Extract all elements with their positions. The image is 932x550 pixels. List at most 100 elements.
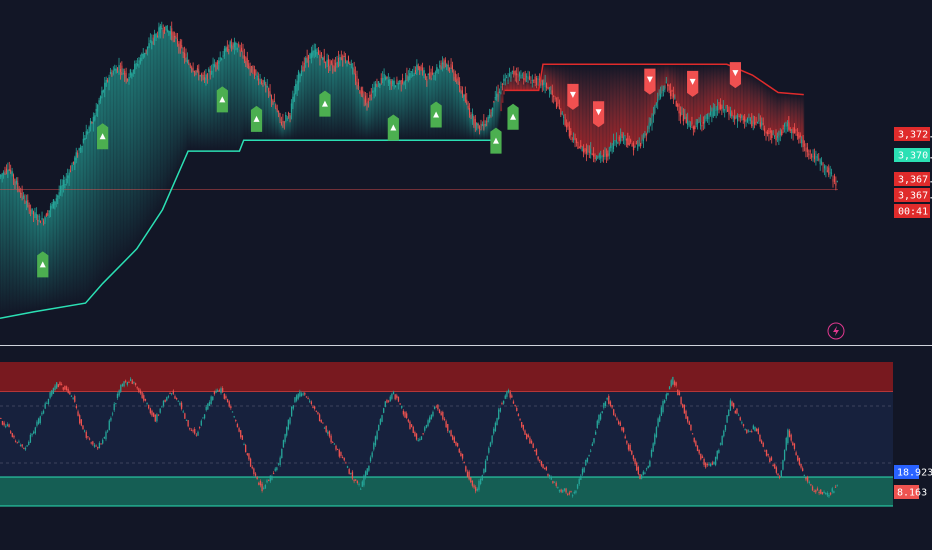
candle-body <box>24 199 26 204</box>
trailing-fill-segment <box>272 102 275 141</box>
candle-body <box>828 167 830 175</box>
candle-body <box>802 139 804 148</box>
candle-body <box>28 204 30 212</box>
candle-body <box>108 77 110 83</box>
candle-body <box>748 118 750 121</box>
trailing-fill-segment <box>108 77 111 278</box>
trailing-fill-segment <box>361 93 364 141</box>
trailing-fill-segment <box>8 169 11 317</box>
candle-body <box>655 103 657 106</box>
trailing-fill-segment <box>682 64 685 122</box>
trailing-fill-segment <box>353 72 356 141</box>
oscillator-axis-labels: 18.923 8.163 <box>894 465 932 499</box>
candle-body <box>223 48 225 56</box>
candle-body <box>386 76 388 78</box>
candle-body <box>725 106 727 109</box>
candle-body <box>577 148 579 150</box>
candle-body <box>494 96 496 98</box>
candle-body <box>346 61 348 63</box>
trailing-fill-segment <box>332 68 334 141</box>
candle-body <box>717 105 719 111</box>
candle-body <box>547 88 549 90</box>
trailing-fill-segment <box>547 64 550 90</box>
trailing-fill-segment <box>359 93 361 141</box>
candle-body <box>737 115 739 122</box>
trailing-fill-segment <box>280 124 283 141</box>
candle-body <box>347 56 349 63</box>
trailing-fill-segment <box>743 71 746 122</box>
candle-body <box>799 134 801 138</box>
trailing-fill-segment <box>581 64 584 148</box>
trailing-fill-segment <box>530 83 532 91</box>
candle-body <box>752 122 754 124</box>
trailing-fill-segment <box>297 71 300 141</box>
trailing-fill-segment <box>153 34 156 222</box>
candle-body <box>487 116 489 123</box>
candle-body <box>80 147 82 150</box>
lightning-icon[interactable] <box>827 322 845 340</box>
candle-body <box>310 52 312 59</box>
candle-body <box>806 147 808 153</box>
buy-signal-marker <box>387 114 399 141</box>
candle-body <box>118 65 120 69</box>
candle-body <box>681 112 683 115</box>
trailing-fill-segment <box>0 174 2 319</box>
trailing-fill-segment <box>333 66 336 141</box>
trailing-fill-segment <box>198 76 200 152</box>
trailing-fill-segment <box>745 72 748 121</box>
candle-body <box>329 59 331 65</box>
candle-body <box>778 137 780 141</box>
candle-body <box>623 136 625 141</box>
candle-body <box>735 117 737 119</box>
trailing-fill-segment <box>454 80 457 141</box>
trailing-fill-segment <box>263 80 266 141</box>
trailing-fill-segment <box>714 64 716 108</box>
trailing-fill-segment <box>769 87 772 133</box>
candle-body <box>215 62 217 66</box>
candle-body <box>125 72 127 79</box>
candle-body <box>52 199 54 209</box>
candle-body <box>262 80 264 86</box>
trailing-fill-segment <box>182 51 185 163</box>
candle-body <box>785 126 787 130</box>
candle-body <box>285 115 287 117</box>
candle-body <box>651 115 653 125</box>
candle-body <box>467 105 469 109</box>
candle-body <box>420 66 422 71</box>
candle-body <box>21 188 23 197</box>
candle-body <box>657 98 659 102</box>
candle-body <box>440 63 442 67</box>
trailing-fill-segment <box>789 93 792 132</box>
candle-body <box>556 102 558 108</box>
candle-body <box>353 69 355 73</box>
trailing-fill-segment <box>246 65 249 141</box>
candle-body <box>798 135 800 139</box>
trailing-fill-segment <box>196 68 199 152</box>
trailing-fill-segment <box>458 88 461 141</box>
candle-body <box>449 68 451 70</box>
candle-body <box>192 67 194 71</box>
candle-body <box>504 78 506 82</box>
candle-body <box>429 72 431 77</box>
trailing-fill-segment <box>551 64 554 95</box>
candle-body <box>766 132 768 135</box>
candle-body <box>756 121 758 123</box>
candle-body <box>792 128 794 134</box>
candle-body <box>762 123 764 125</box>
candle-body <box>72 161 74 163</box>
trailing-fill-segment <box>796 94 799 137</box>
trailing-fill-segment <box>262 85 265 141</box>
candle-body <box>238 43 240 47</box>
trailing-fill-segment <box>104 82 106 282</box>
trailing-fill-segment <box>528 79 531 91</box>
trailing-fill-segment <box>138 60 141 246</box>
candle-body <box>439 65 441 67</box>
price-candles <box>0 21 838 226</box>
candle-body <box>687 119 689 126</box>
trailing-fill-segment <box>4 173 7 318</box>
trailing-fill-segment <box>671 64 674 92</box>
candle-body <box>590 148 592 155</box>
candle-body <box>41 218 43 220</box>
candle-body <box>102 90 104 92</box>
